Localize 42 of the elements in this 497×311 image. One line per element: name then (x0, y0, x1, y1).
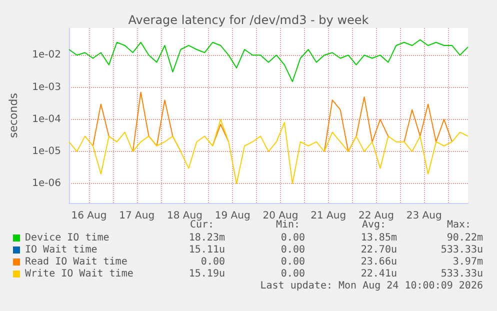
text: 533.33u (440, 244, 483, 256)
x-tick-label: 23 Aug (406, 210, 442, 222)
x-tick-label: 16 Aug (71, 210, 107, 222)
text: 15.11u (188, 244, 225, 256)
line-series (68, 39, 468, 82)
x-tick-label: 19 Aug (214, 210, 250, 222)
legend-label: Write IO Wait time (25, 268, 134, 280)
text: 23.66u (360, 256, 397, 268)
text: Max: (447, 220, 472, 230)
text: 0.00 (200, 256, 225, 268)
text: 3.97m (452, 256, 483, 268)
text: 18.23m (188, 232, 225, 244)
text: 13.85m (360, 232, 397, 244)
chart-title: Average latency for /dev/md3 - by week (128, 13, 369, 27)
y-tick-label: 1e-02 (32, 50, 61, 61)
text: Min: (276, 220, 300, 230)
text: 0.00 (280, 244, 305, 256)
legend-label: Read IO Wait time (25, 256, 128, 268)
text: Cur: (190, 220, 214, 230)
y-tick-label: 1e-05 (32, 146, 61, 158)
text: 0.00 (280, 256, 305, 268)
y-axis-title: seconds (7, 92, 20, 138)
text: Avg: (362, 220, 386, 230)
text: 90.22m (446, 232, 483, 244)
text: 22.41u (360, 268, 397, 280)
x-tick-label: 21 Aug (310, 210, 346, 222)
y-tick-label: 1e-06 (32, 178, 61, 190)
x-tick-label: 18 Aug (166, 210, 202, 222)
legend-label: Device IO time (25, 232, 110, 244)
x-tick-label: 20 Aug (262, 210, 298, 222)
line-series (68, 118, 468, 184)
text: 15.19u (188, 268, 225, 280)
text: 533.33u (440, 268, 483, 280)
x-tick-label: 17 Aug (119, 210, 155, 222)
text: 0.00 (280, 268, 305, 280)
text: 0.00 (280, 232, 305, 244)
y-tick-label: 1e-03 (32, 82, 61, 93)
text: Last update: Mon Aug 24 10:00:09 2026 (260, 280, 483, 292)
legend-label: IO Wait time (25, 244, 98, 256)
text: 22.70u (360, 244, 397, 256)
y-tick-label: 1e-04 (32, 114, 61, 125)
x-tick-label: 22 Aug (358, 210, 394, 222)
